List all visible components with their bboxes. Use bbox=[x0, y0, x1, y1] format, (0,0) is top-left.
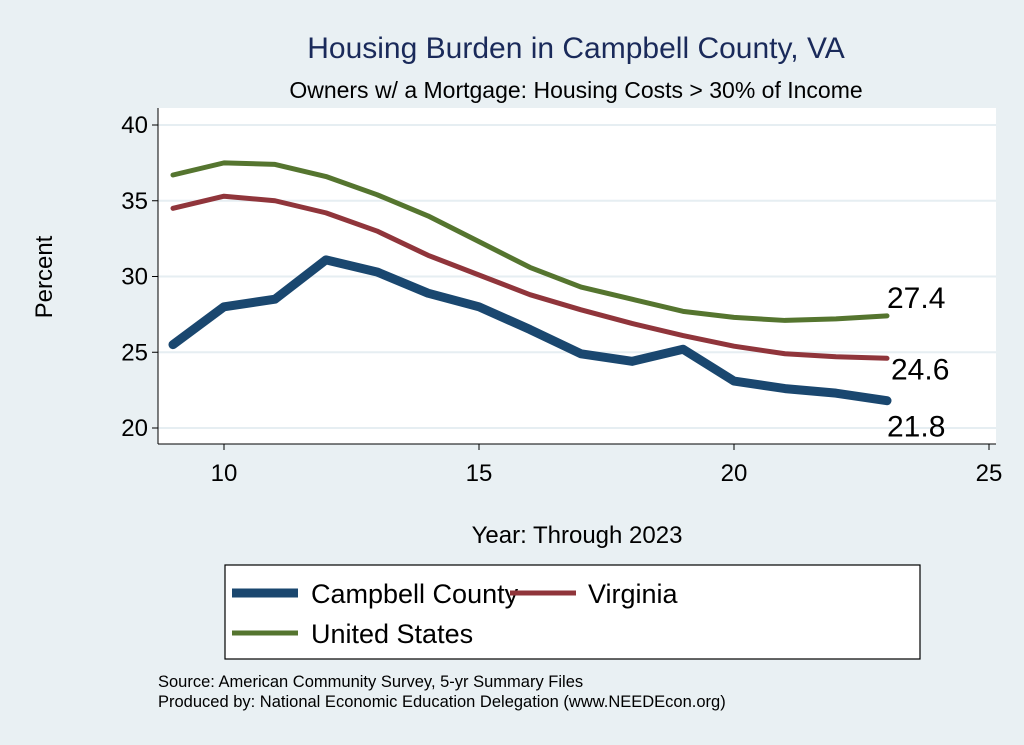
chart-title: Housing Burden in Campbell County, VA bbox=[307, 32, 845, 65]
produced-note: Produced by: National Economic Education… bbox=[158, 693, 726, 711]
y-tick-label: 20 bbox=[121, 415, 148, 442]
end-label-campbell-county: 21.8 bbox=[887, 411, 945, 444]
axes: 20 25 30 35 40 10 15 20 25 bbox=[121, 108, 1002, 487]
series-line-campbell-county bbox=[168, 255, 892, 406]
series-line-virginia bbox=[170, 193, 890, 361]
x-tick-label: 20 bbox=[721, 460, 748, 487]
end-label-united-states: 27.4 bbox=[887, 282, 945, 315]
y-tick-label: 35 bbox=[121, 188, 148, 215]
chart-subtitle: Owners w/ a Mortgage: Housing Costs > 30… bbox=[289, 77, 862, 103]
x-tick-label: 25 bbox=[976, 460, 1003, 487]
legend: Campbell County Virginia United States bbox=[224, 564, 921, 660]
end-label-virginia: 24.6 bbox=[891, 353, 949, 386]
legend-label-campbell: Campbell County bbox=[311, 579, 519, 609]
x-axis-label: Year: Through 2023 bbox=[472, 522, 683, 549]
series-group bbox=[168, 160, 892, 406]
y-tick-label: 25 bbox=[121, 339, 148, 366]
y-tick-label: 30 bbox=[121, 264, 148, 291]
end-labels: 21.8 24.6 27.4 bbox=[887, 282, 949, 444]
series-line-united-states bbox=[170, 160, 890, 323]
y-axis-label: Percent bbox=[31, 235, 58, 318]
source-note: Source: American Community Survey, 5-yr … bbox=[158, 673, 583, 691]
legend-label-virginia: Virginia bbox=[588, 579, 679, 609]
x-tick-label: 15 bbox=[466, 460, 493, 487]
x-tick-label: 10 bbox=[211, 460, 238, 487]
legend-box bbox=[224, 564, 921, 660]
y-tick-label: 40 bbox=[121, 112, 148, 139]
legend-label-us: United States bbox=[311, 619, 473, 649]
